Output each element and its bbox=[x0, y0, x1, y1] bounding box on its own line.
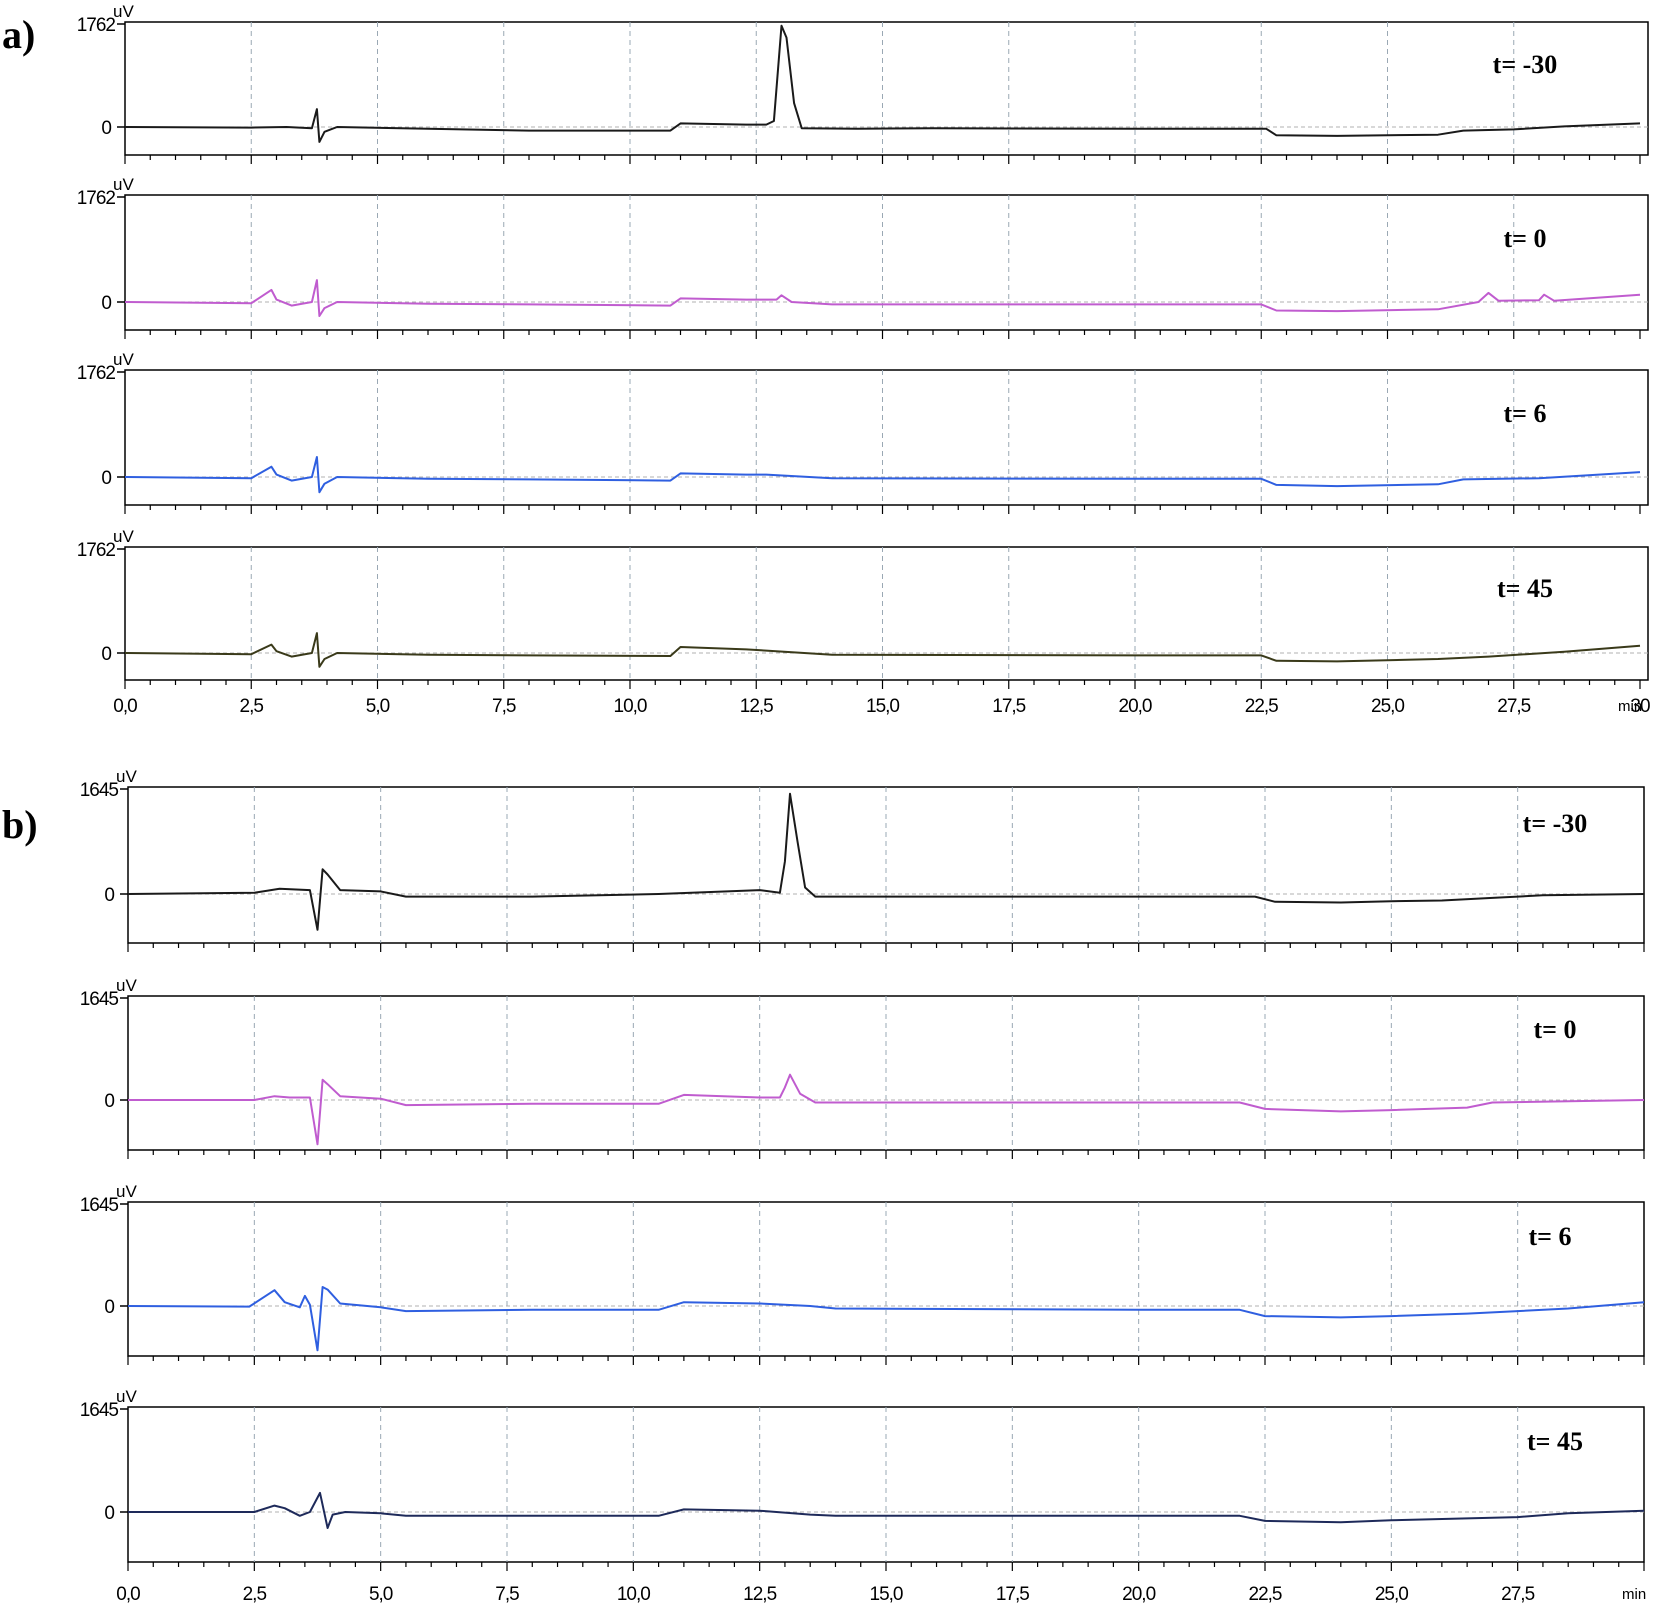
strip-1: 1645 0 uV t= -30 bbox=[80, 767, 1645, 952]
strip-4: 1645 0 uV t= 45 bbox=[80, 1387, 1645, 1571]
y-unit-label: uV bbox=[116, 1182, 137, 1201]
x-tick-label: 20,0 bbox=[1122, 1584, 1155, 1605]
y-tick-label: 1762 bbox=[77, 540, 116, 561]
panel-label: a) bbox=[2, 12, 35, 57]
x-tick-label: 27,5 bbox=[1501, 1584, 1534, 1605]
y-unit-label: uV bbox=[116, 976, 137, 995]
y-unit-label: uV bbox=[113, 350, 134, 369]
y-unit-label: uV bbox=[113, 2, 134, 21]
plot-frame bbox=[124, 546, 1649, 681]
x-tick-label: 7,5 bbox=[495, 1584, 519, 1605]
x-tick-label: 20,0 bbox=[1119, 696, 1152, 717]
trace-line bbox=[124, 279, 1641, 317]
strip-2: 1762 0 uV t= 0 bbox=[77, 175, 1649, 339]
x-tick-label: 12,5 bbox=[740, 696, 773, 717]
strip-3: 1645 0 uV t= 6 bbox=[80, 1182, 1645, 1365]
x-tick-label: 22,5 bbox=[1249, 1584, 1282, 1605]
trace-line bbox=[128, 1491, 1645, 1529]
y-tick-label: 1645 bbox=[80, 989, 119, 1010]
trace-line bbox=[124, 632, 1641, 668]
trace-tag: t= 6 bbox=[1504, 399, 1547, 428]
x-tick-label: 17,5 bbox=[996, 1584, 1029, 1605]
x-tick-label: 27,5 bbox=[1497, 696, 1530, 717]
y-tick-label: 0 bbox=[104, 1297, 114, 1318]
y-tick-label: 0 bbox=[104, 1091, 114, 1112]
y-tick-label: 0 bbox=[101, 118, 111, 139]
trace-tag: t= 0 bbox=[1504, 224, 1547, 253]
x-tick-label: 7,5 bbox=[492, 696, 516, 717]
trace-line bbox=[127, 792, 1645, 931]
strip-3: 1762 0 uV t= 6 bbox=[77, 350, 1649, 514]
x-tick-label: 5,0 bbox=[369, 1584, 393, 1605]
trace-line bbox=[127, 1286, 1645, 1352]
plot-frame bbox=[127, 1406, 1645, 1563]
y-tick-label: 1762 bbox=[77, 188, 116, 209]
y-unit-label: uV bbox=[116, 1387, 137, 1406]
y-tick-label: 0 bbox=[104, 885, 114, 906]
y-tick-label: 1645 bbox=[80, 780, 119, 801]
x-unit-label: min bbox=[1618, 698, 1642, 715]
trace-tag: t= -30 bbox=[1493, 50, 1558, 79]
x-tick-label: 10,0 bbox=[617, 1584, 650, 1605]
x-tick-label: 17,5 bbox=[992, 696, 1025, 717]
x-tick-label: 22,5 bbox=[1245, 696, 1278, 717]
x-tick-label: 5,0 bbox=[366, 696, 390, 717]
x-tick-label: 0,0 bbox=[113, 696, 137, 717]
x-tick-label: 15,0 bbox=[870, 1584, 903, 1605]
panel-label: b) bbox=[2, 802, 38, 847]
plot-frame bbox=[124, 369, 1649, 506]
y-tick-label: 1762 bbox=[77, 15, 116, 36]
y-tick-label: 0 bbox=[101, 293, 111, 314]
x-tick-label: 10,0 bbox=[614, 696, 647, 717]
y-tick-label: 0 bbox=[104, 1503, 114, 1524]
trace-tag: t= -30 bbox=[1523, 809, 1588, 838]
trace-line bbox=[124, 24, 1641, 143]
x-tick-label: 15,0 bbox=[866, 696, 899, 717]
y-unit-label: uV bbox=[116, 767, 137, 786]
x-unit-label: min bbox=[1622, 1586, 1646, 1603]
y-tick-label: 0 bbox=[101, 644, 111, 665]
trace-tag: t= 0 bbox=[1534, 1015, 1577, 1044]
x-tick-label: 2,5 bbox=[243, 1584, 267, 1605]
strip-2: 1645 0 uV t= 0 bbox=[80, 976, 1645, 1159]
x-tick-label: 0,0 bbox=[116, 1584, 140, 1605]
strip-4: 1762 0 uV t= 45 bbox=[77, 527, 1649, 689]
x-tick-label: 25,0 bbox=[1375, 1584, 1408, 1605]
x-tick-label: 12,5 bbox=[743, 1584, 776, 1605]
trace-line bbox=[128, 1073, 1645, 1146]
y-unit-label: uV bbox=[113, 175, 134, 194]
plot-frame bbox=[124, 21, 1649, 156]
x-tick-label: 2,5 bbox=[240, 696, 264, 717]
trace-tag: t= 45 bbox=[1497, 574, 1553, 603]
trace-tag: t= 45 bbox=[1527, 1427, 1583, 1456]
y-tick-label: 0 bbox=[101, 468, 111, 489]
strip-1: 1762 0 uV t= -30 bbox=[77, 2, 1649, 164]
plot-frame bbox=[127, 786, 1645, 944]
x-tick-label: 25,0 bbox=[1371, 696, 1404, 717]
y-tick-label: 1645 bbox=[80, 1400, 119, 1421]
y-unit-label: uV bbox=[113, 527, 134, 546]
x-tick-label: 30 bbox=[1630, 696, 1650, 717]
plot-frame bbox=[124, 194, 1649, 331]
trace-line bbox=[124, 456, 1641, 494]
y-tick-label: 1762 bbox=[77, 363, 116, 384]
trace-tag: t= 6 bbox=[1529, 1222, 1572, 1251]
y-tick-label: 1645 bbox=[80, 1195, 119, 1216]
